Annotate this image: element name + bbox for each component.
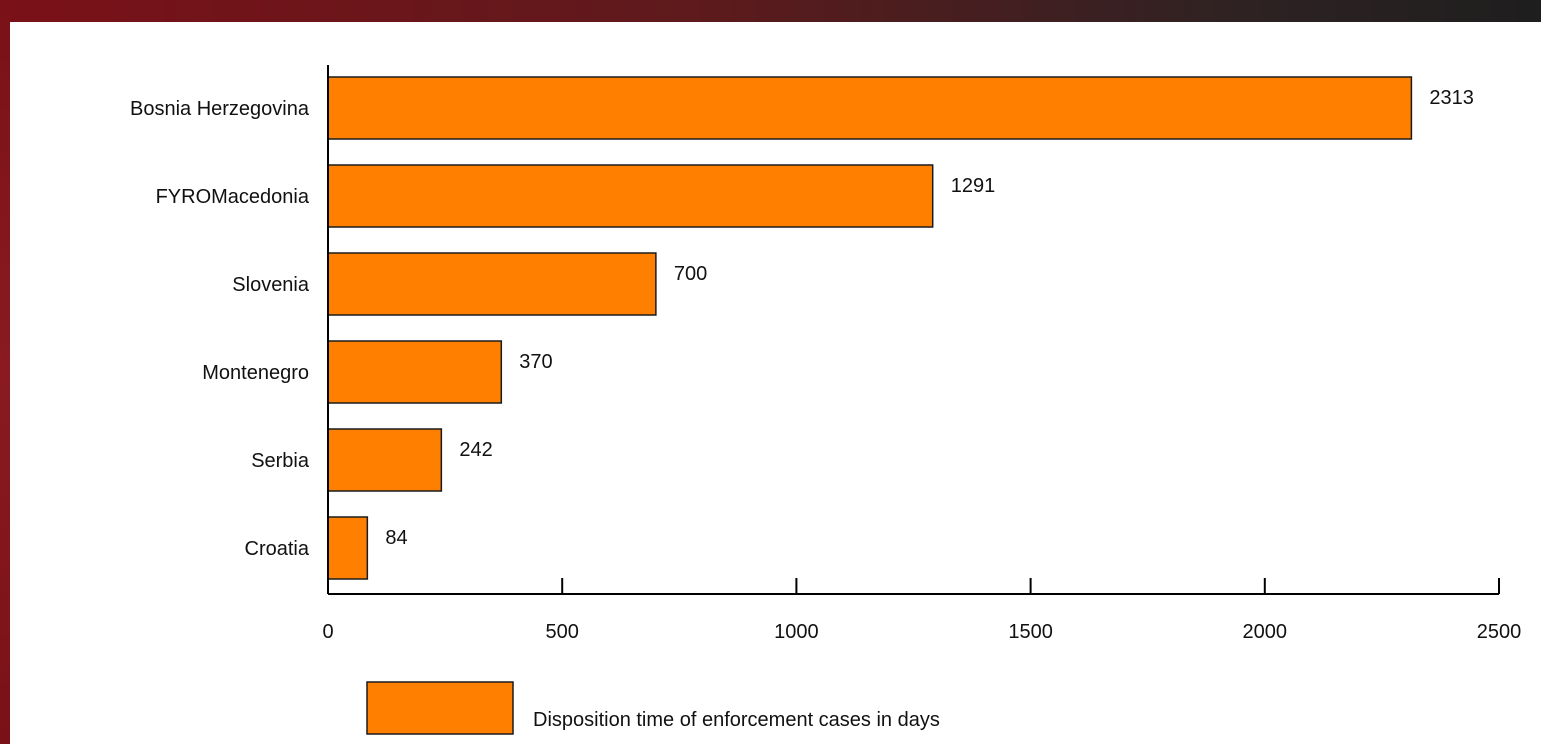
x-tick-label-2000: 2000 bbox=[1243, 621, 1288, 643]
bar-croatia bbox=[327, 516, 369, 580]
value-label-serbia: 242 bbox=[459, 439, 492, 461]
bars-layer bbox=[327, 76, 1413, 580]
x-tick-label-1000: 1000 bbox=[774, 621, 819, 643]
category-label-croatia: Croatia bbox=[245, 538, 310, 560]
value-label-fyromacedonia: 1291 bbox=[951, 175, 996, 197]
value-label-montenegro: 370 bbox=[519, 351, 552, 373]
category-label-serbia: Serbia bbox=[251, 450, 310, 472]
x-tick-label-1500: 1500 bbox=[1008, 621, 1053, 643]
bar-bosnia-herzegovina bbox=[327, 76, 1413, 140]
bar-montenegro bbox=[327, 340, 503, 404]
axes-layer: Bosnia Herzegovina 2313 FYROMacedonia 1291 S… bbox=[130, 65, 1521, 643]
x-tick-label-500: 500 bbox=[546, 621, 579, 643]
left-decorative-band bbox=[0, 0, 10, 744]
bar-serbia bbox=[327, 428, 443, 492]
category-label-slovenia: Slovenia bbox=[232, 274, 310, 296]
legend-swatch bbox=[366, 681, 514, 735]
category-label-fyromacedonia: FYROMacedonia bbox=[156, 186, 310, 208]
legend-text: Disposition time of enforcement cases in… bbox=[533, 709, 940, 731]
bar-slovenia bbox=[327, 252, 657, 316]
value-label-bosnia-herzegovina: 2313 bbox=[1429, 87, 1474, 109]
category-label-montenegro: Montenegro bbox=[202, 362, 309, 384]
top-decorative-band bbox=[0, 0, 1541, 22]
category-label-bosnia-herzegovina: Bosnia Herzegovina bbox=[130, 98, 310, 120]
x-tick-label-2500: 2500 bbox=[1477, 621, 1522, 643]
bar-fyromacedonia bbox=[327, 164, 934, 228]
legend: Disposition time of enforcement cases in… bbox=[366, 681, 940, 735]
x-tick-label-0: 0 bbox=[322, 621, 333, 643]
value-label-slovenia: 700 bbox=[674, 263, 707, 285]
value-label-croatia: 84 bbox=[385, 527, 407, 549]
